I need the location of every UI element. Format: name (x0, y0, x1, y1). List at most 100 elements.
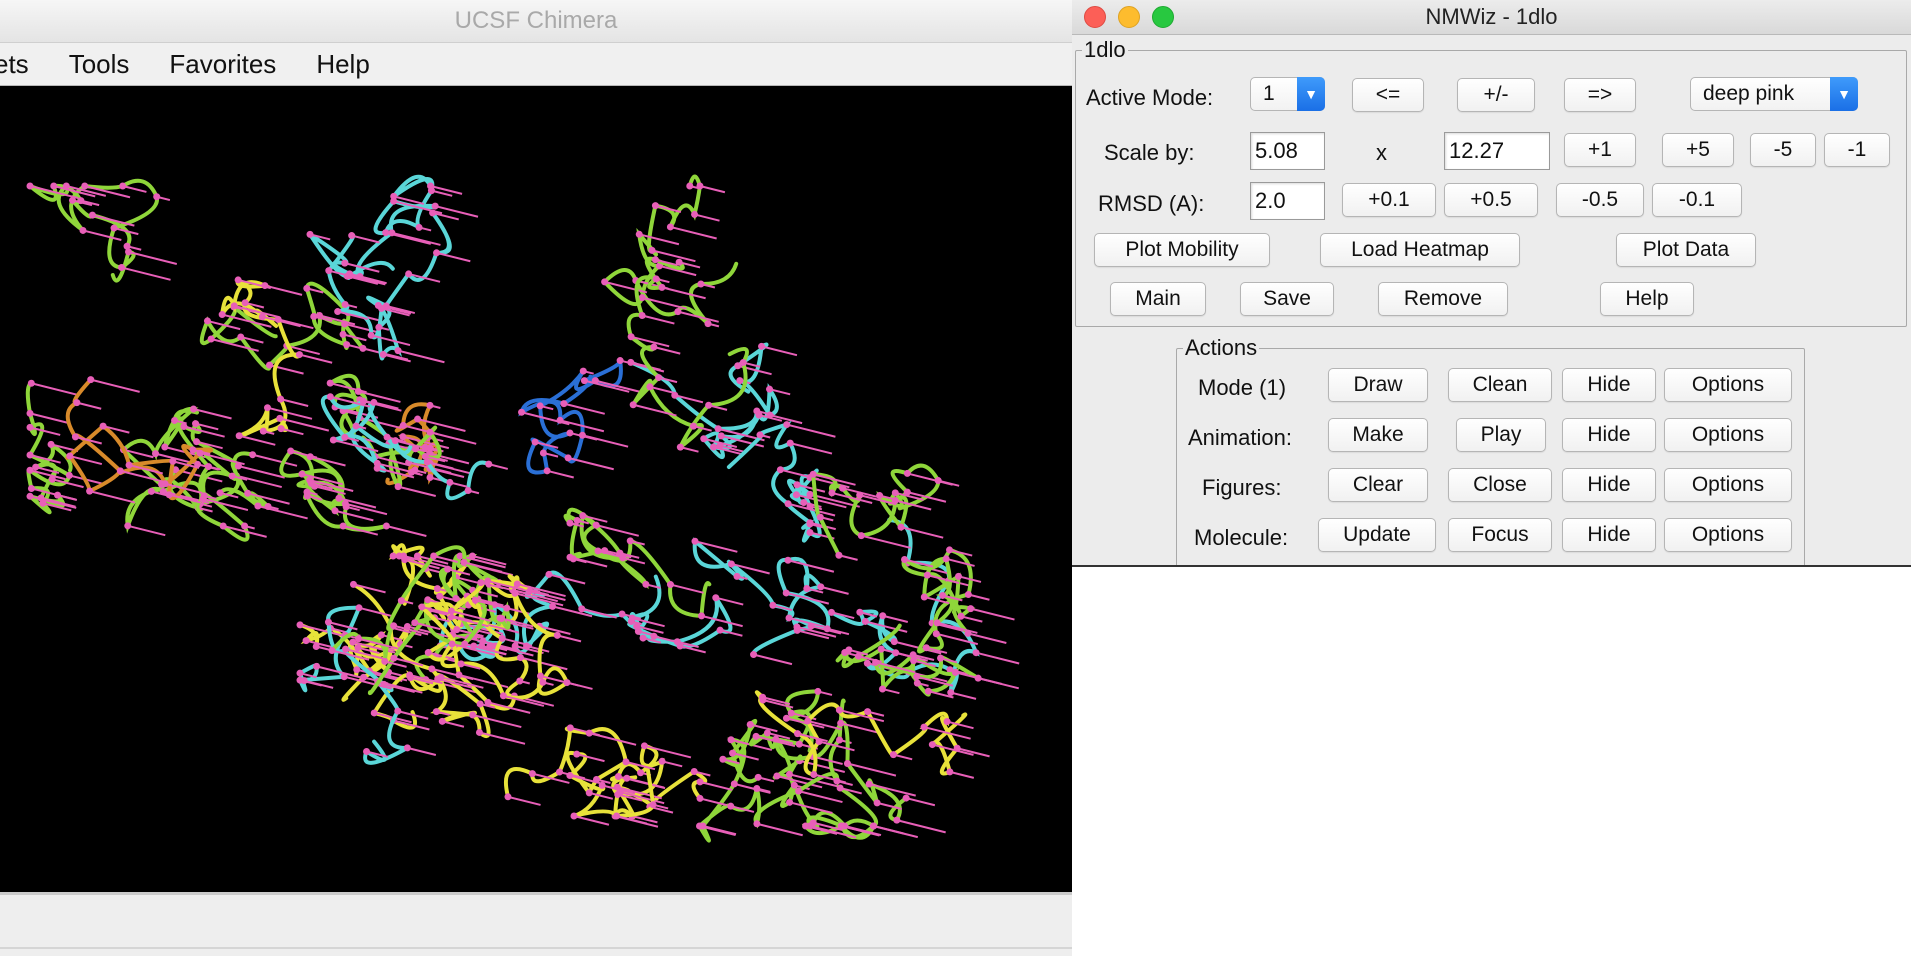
atom-marker (391, 437, 399, 445)
atom-marker (342, 503, 350, 511)
menu-favorites[interactable]: Favorites (169, 48, 277, 79)
mode-arrow (818, 740, 855, 752)
nmwiz-titlebar: NMWiz - 1dlo (1072, 0, 1911, 35)
save-button[interactable]: Save (1240, 282, 1334, 316)
figures-close-button[interactable]: Close (1448, 468, 1552, 502)
atom-marker (426, 428, 434, 436)
mode-draw-button[interactable]: Draw (1328, 368, 1428, 402)
molecule-options-button[interactable]: Options (1664, 518, 1792, 552)
next-mode-button[interactable]: => (1564, 78, 1636, 112)
atom-marker (650, 343, 658, 351)
scale-plus-5-button[interactable]: +5 (1662, 133, 1734, 167)
mode-arrow (373, 401, 399, 410)
scale-minus-1-button[interactable]: -1 (1824, 133, 1890, 167)
mode-arrow (734, 782, 771, 794)
atom-marker (39, 499, 47, 507)
mode-arrow (719, 444, 746, 453)
mode-options-button[interactable]: Options (1664, 368, 1792, 402)
mode-arrow (812, 755, 843, 765)
scale-minus-5-button[interactable]: -5 (1750, 133, 1816, 167)
animation-make-button[interactable]: Make (1328, 418, 1428, 452)
mode-clean-button[interactable]: Clean (1448, 368, 1552, 402)
figures-options-button[interactable]: Options (1664, 468, 1792, 502)
mode-color-select[interactable]: deep pink ▼ (1690, 77, 1858, 111)
help-button[interactable]: Help (1600, 282, 1694, 316)
remove-button[interactable]: Remove (1378, 282, 1508, 316)
rmsd-minus-0-5-button[interactable]: -0.5 (1556, 183, 1644, 217)
menu-presets[interactable]: ets (0, 48, 29, 79)
prev-mode-button[interactable]: <= (1352, 78, 1424, 112)
atom-marker (81, 182, 89, 190)
atom-marker (219, 522, 227, 530)
mode-arrow (408, 272, 441, 283)
mode-arrow (464, 643, 507, 656)
mode-arrow (831, 611, 855, 620)
figures-hide-button[interactable]: Hide (1562, 468, 1656, 502)
rmsd-minus-0-1-button[interactable]: -0.1 (1652, 183, 1742, 217)
mode-arrow (404, 558, 440, 570)
atom-marker (837, 822, 845, 830)
plot-mobility-button[interactable]: Plot Mobility (1094, 233, 1270, 267)
mode-arrow (479, 731, 526, 745)
atom-marker (876, 492, 884, 500)
main-button[interactable]: Main (1110, 282, 1206, 316)
atom-marker (763, 729, 771, 737)
atom-marker (159, 487, 167, 495)
animation-play-button[interactable]: Play (1456, 418, 1546, 452)
close-icon[interactable] (1084, 6, 1106, 28)
minimize-icon[interactable] (1118, 6, 1140, 28)
chimera-titlebar: UCSF Chimera (0, 0, 1072, 43)
mode-arrow (653, 346, 681, 355)
animation-hide-button[interactable]: Hide (1562, 418, 1656, 452)
zoom-icon[interactable] (1152, 6, 1174, 28)
mode-arrow (337, 310, 368, 321)
animation-options-button[interactable]: Options (1664, 418, 1792, 452)
mode-arrow (557, 634, 582, 643)
molecule-focus-button[interactable]: Focus (1448, 518, 1552, 552)
atom-marker (394, 707, 402, 715)
rmsd-plus-0-5-button[interactable]: +0.5 (1444, 183, 1538, 217)
active-mode-select[interactable]: 1 ▼ (1250, 77, 1325, 111)
molecule-update-button[interactable]: Update (1318, 518, 1436, 552)
rmsd-plus-0-1-button[interactable]: +0.1 (1342, 183, 1436, 217)
mode-arrow (900, 526, 944, 539)
atom-marker (800, 499, 808, 507)
atom-marker (303, 492, 311, 500)
mode-arrow (309, 479, 354, 492)
mode-arrow (374, 455, 411, 467)
plot-data-button[interactable]: Plot Data (1616, 233, 1756, 267)
mode-arrow (53, 185, 96, 198)
mode-arrow (977, 677, 1020, 690)
mode-arrow (731, 562, 770, 575)
mode-arrow (427, 461, 454, 470)
mode-arrow (391, 231, 441, 246)
menu-help[interactable]: Help (316, 48, 370, 79)
mode-hide-button[interactable]: Hide (1562, 368, 1656, 402)
atom-marker (928, 741, 936, 749)
molecule-viewer[interactable] (0, 86, 1072, 892)
scale-plus-1-button[interactable]: +1 (1564, 133, 1636, 167)
mode-arrow (252, 453, 298, 467)
mode-arrow (358, 637, 399, 650)
menu-tools[interactable]: Tools (68, 48, 130, 79)
atom-marker (566, 519, 574, 527)
scale-input[interactable]: 5.08 (1250, 132, 1325, 170)
atom-marker (119, 182, 127, 190)
mode-arrow (305, 639, 333, 648)
mode-arrow (617, 793, 643, 802)
atom-marker (334, 308, 342, 316)
ribbon-segment (563, 507, 712, 618)
rmsd-input[interactable]: 2.0 (1250, 182, 1325, 220)
atom-marker (637, 769, 645, 777)
mode-arrow (431, 667, 474, 681)
atom-marker (828, 489, 836, 497)
molecule-hide-button[interactable]: Hide (1562, 518, 1656, 552)
flip-mode-button[interactable]: +/- (1457, 78, 1535, 112)
mode-arrow (168, 493, 202, 504)
atom-marker (784, 500, 792, 508)
atom-marker (516, 677, 524, 685)
load-heatmap-button[interactable]: Load Heatmap (1320, 233, 1520, 267)
figures-clear-button[interactable]: Clear (1328, 468, 1428, 502)
scale-factor-input[interactable]: 12.27 (1444, 132, 1550, 170)
mode-arrow (92, 214, 135, 227)
